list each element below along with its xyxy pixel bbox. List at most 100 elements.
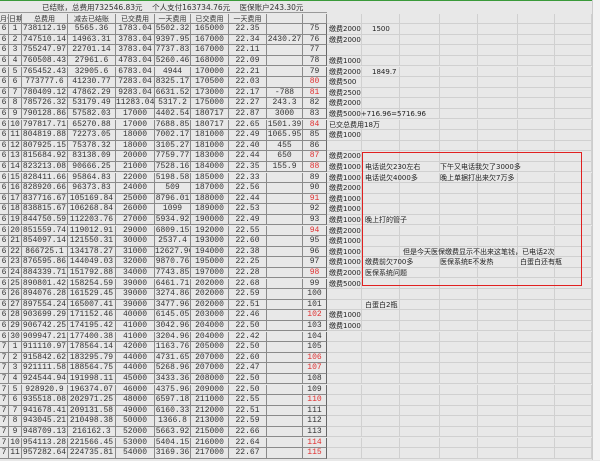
paid-amount-cell[interactable]: 7283.04 (116, 77, 155, 88)
extra-value-cell[interactable] (267, 437, 303, 449)
extra-value-cell[interactable]: 2430.27 (267, 34, 303, 46)
note-text[interactable]: 缴费1000 (329, 205, 361, 214)
empty-cell[interactable] (362, 34, 400, 46)
daily-cost-cell[interactable]: 6145.05 (155, 310, 191, 321)
empty-cell[interactable] (327, 289, 362, 300)
extra-value-cell[interactable] (267, 352, 303, 364)
paid-amount-2-cell[interactable]: 211000 (191, 395, 229, 406)
daily-cost-cell[interactable]: 3204.96 (155, 331, 191, 343)
empty-cell[interactable] (478, 310, 518, 321)
total-cost-cell[interactable]: 941678.41 (22, 405, 68, 417)
empty-cell[interactable] (440, 24, 478, 35)
empty-cell[interactable] (518, 342, 555, 353)
daily-cost-cell[interactable]: 1099 (155, 204, 191, 215)
extra-value-cell[interactable] (267, 289, 303, 300)
paid-amount-2-cell[interactable]: 204000 (191, 320, 229, 332)
row-number-cell[interactable]: 94 (303, 225, 327, 237)
paid-amount-cell[interactable]: 44000 (116, 363, 155, 374)
daily-cost-2-cell[interactable]: 22.55 (229, 225, 267, 237)
note-text[interactable]: 缴费1000 (329, 321, 361, 330)
minus-settled-cell[interactable]: 183295.79 (68, 352, 116, 364)
empty-cell[interactable] (440, 289, 478, 300)
day-cell[interactable]: 22 (9, 246, 22, 258)
empty-cell[interactable] (327, 172, 362, 184)
empty-cell[interactable] (327, 77, 362, 88)
total-cost-cell[interactable]: 815684.92 (22, 151, 68, 162)
month-cell[interactable]: 6 (0, 225, 9, 237)
empty-cell[interactable] (478, 183, 518, 194)
daily-cost-cell[interactable]: 3477.96 (155, 299, 191, 311)
empty-cell[interactable] (555, 214, 592, 226)
total-cost-cell[interactable]: 823213.08 (22, 161, 68, 173)
empty-cell[interactable] (400, 87, 440, 99)
daily-cost-2-cell[interactable]: 22.56 (229, 183, 267, 194)
extra-value-cell[interactable] (267, 204, 303, 215)
month-cell[interactable]: 6 (0, 151, 9, 162)
empty-cell[interactable] (518, 437, 555, 449)
row-number-cell[interactable]: 112 (303, 416, 327, 427)
minus-settled-cell[interactable]: 202971.25 (68, 395, 116, 406)
paid-amount-cell[interactable]: 31000 (116, 246, 155, 258)
empty-cell[interactable] (478, 257, 518, 268)
empty-cell[interactable] (327, 34, 362, 46)
paid-amount-2-cell[interactable]: 194000 (191, 246, 229, 258)
paid-amount-cell[interactable]: 48000 (116, 395, 155, 406)
note-text[interactable]: 医保系统问题 (365, 268, 407, 277)
total-cost-cell[interactable]: 921111.58 (22, 363, 68, 374)
paid-amount-cell[interactable]: 4783.04 (116, 55, 155, 67)
empty-cell[interactable] (478, 45, 518, 56)
empty-cell[interactable] (400, 405, 440, 417)
daily-cost-cell[interactable]: 4731.65 (155, 352, 191, 364)
empty-cell[interactable] (555, 257, 592, 268)
empty-cell[interactable] (555, 130, 592, 141)
paid-amount-cell[interactable]: 1783.04 (116, 24, 155, 35)
day-cell[interactable]: 23 (9, 257, 22, 268)
empty-cell[interactable] (555, 405, 592, 417)
row-number-cell[interactable]: 90 (303, 183, 327, 194)
extra-value-cell[interactable] (267, 448, 303, 459)
empty-cell[interactable] (362, 140, 400, 152)
empty-cell[interactable] (440, 246, 478, 258)
minus-settled-cell[interactable]: 221566.45 (68, 437, 116, 449)
day-cell[interactable]: 20 (9, 225, 22, 237)
month-cell[interactable]: 6 (0, 193, 9, 205)
empty-cell[interactable] (518, 77, 555, 88)
day-cell[interactable]: 24 (9, 267, 22, 279)
daily-cost-2-cell[interactable]: 22.21 (229, 66, 267, 78)
empty-cell[interactable] (400, 183, 440, 194)
month-cell[interactable]: 6 (0, 320, 9, 332)
total-cost-cell[interactable]: 780409.12 (22, 87, 68, 99)
month-cell[interactable]: 6 (0, 119, 9, 131)
empty-cell[interactable] (400, 119, 440, 131)
paid-amount-2-cell[interactable]: 212000 (191, 405, 229, 417)
paid-amount-cell[interactable]: 39000 (116, 289, 155, 300)
paid-amount-cell[interactable]: 24000 (116, 183, 155, 194)
note-text[interactable]: 白蛋白2瓶 (365, 300, 398, 309)
empty-cell[interactable] (440, 13, 478, 25)
paid-amount-2-cell[interactable]: 197000 (191, 267, 229, 279)
daily-cost-2-cell[interactable]: 22.65 (229, 119, 267, 131)
empty-cell[interactable] (518, 384, 555, 396)
paid-amount-2-cell[interactable]: 175000 (191, 98, 229, 109)
empty-cell[interactable] (555, 236, 592, 247)
paid-amount-2-cell[interactable]: 202000 (191, 299, 229, 311)
total-cost-cell[interactable]: 903699.29 (22, 310, 68, 321)
empty-cell[interactable] (362, 45, 400, 56)
day-cell[interactable]: 19 (9, 214, 22, 226)
month-cell[interactable]: 6 (0, 108, 9, 120)
extra-value-cell[interactable]: 1065.95 (267, 130, 303, 141)
empty-cell[interactable] (327, 66, 362, 78)
total-cost-cell[interactable]: 954113.28 (22, 437, 68, 449)
month-cell[interactable]: 7 (0, 437, 9, 449)
header-total-cost[interactable]: 总费用 (22, 13, 68, 25)
minus-settled-cell[interactable]: 72273.05 (68, 130, 116, 141)
empty-cell[interactable] (440, 416, 478, 427)
paid-amount-2-cell[interactable]: 165000 (191, 24, 229, 35)
daily-cost-cell[interactable]: 5663.92 (155, 426, 191, 438)
daily-cost-2-cell[interactable]: 22.09 (229, 55, 267, 67)
day-cell[interactable]: 30 (9, 331, 22, 343)
daily-cost-cell[interactable]: 6809.15 (155, 225, 191, 237)
empty-cell[interactable] (555, 108, 592, 120)
empty-cell[interactable] (555, 225, 592, 237)
paid-amount-2-cell[interactable]: 188000 (191, 193, 229, 205)
